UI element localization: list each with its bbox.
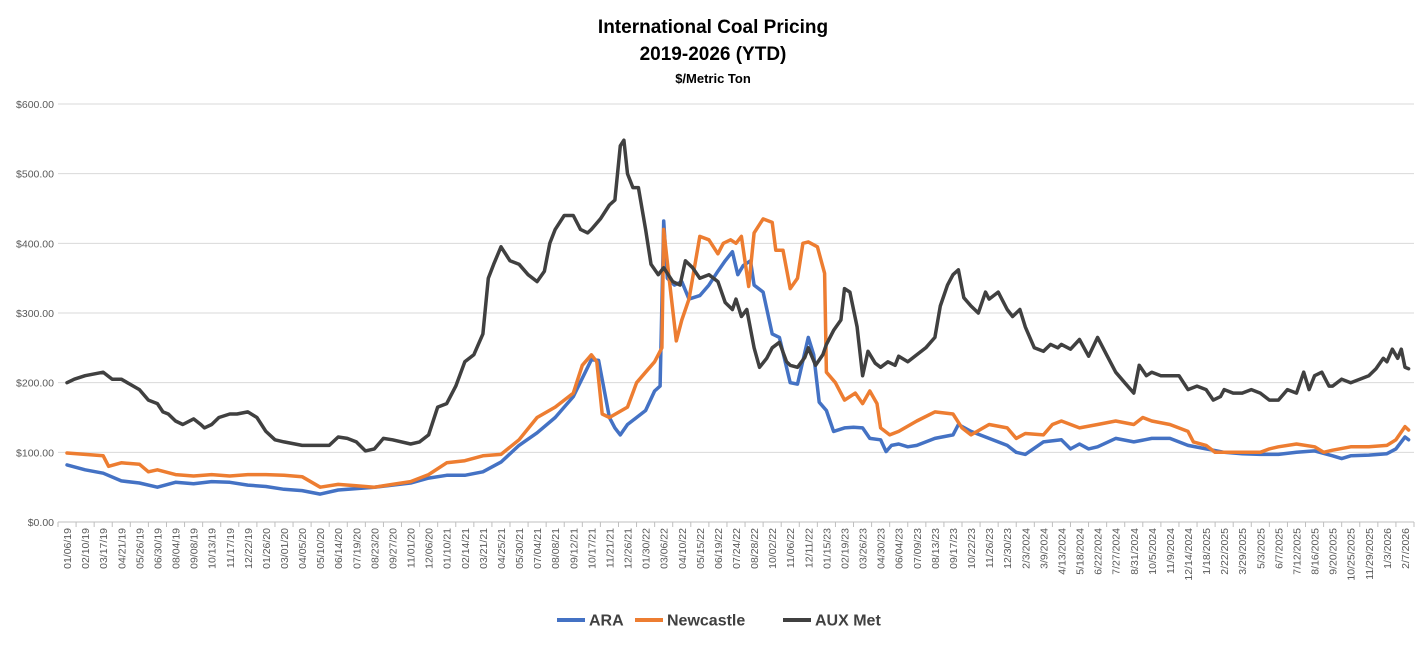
x-tick-label: 6/22/2024 [1093,528,1105,575]
x-tick-label: 07/24/22 [731,528,743,569]
x-tick-label: 01/26/20 [261,528,273,569]
x-tick-label: 10/17/21 [586,528,598,569]
y-tick-label: $300.00 [16,308,54,320]
x-tick-label: 09/12/21 [568,528,580,569]
x-tick-label: 03/26/23 [858,528,870,569]
x-tick-label: 10/25/2025 [1346,528,1358,581]
x-tick-label: 7/27/2024 [1111,528,1123,575]
legend-label-ara: ARA [589,613,624,630]
x-tick-label: 08/28/22 [749,528,761,569]
x-tick-label: 11/9/2024 [1165,528,1177,574]
x-tick-label: 07/09/23 [912,528,924,569]
x-tick-label: 8/31/2024 [1129,528,1141,575]
x-tick-label: 6/7/2025 [1273,528,1285,569]
y-axis: $0.00 $100.00 $200.00 $300.00 $400.00 $500.00… [16,99,54,529]
x-tick-label: 04/10/22 [677,528,689,569]
x-tick-label: 07/19/20 [351,528,363,569]
x-tick-label: 06/14/20 [333,528,345,569]
x-tick-label: 12/30/23 [1002,528,1014,569]
x-tick-label: 05/15/22 [695,528,707,569]
x-tick-label: 08/23/20 [369,528,381,569]
x-tick-label: 9/20/2025 [1328,528,1340,575]
x-tick-label: 05/26/19 [134,528,146,569]
x-tick-label: 3/29/2025 [1237,528,1249,575]
x-tick-label: 2/3/2024 [1020,528,1032,569]
x-tick-label: 05/10/20 [315,528,327,569]
x-tick-label: 11/29/2025 [1364,528,1376,580]
gridlines [58,103,1414,523]
x-tick-label: 10/13/19 [207,528,219,569]
x-tick-label: 10/22/23 [966,528,978,569]
y-tick-label: $400.00 [16,238,54,250]
x-tick-label: 7/12/2025 [1291,528,1303,575]
x-tick-label: 12/26/21 [623,528,635,569]
x-tick-label: 02/19/23 [839,528,851,569]
x-tick-label: 03/17/19 [98,528,110,569]
x-tick-label: 01/15/23 [821,528,833,569]
x-tick-label: 01/30/22 [641,528,653,569]
x-tick-label: 5/3/2025 [1255,528,1267,569]
x-tick-label: 03/21/21 [478,528,490,569]
x-tick-label: 01/06/19 [62,528,74,569]
series-line-newcastle [65,217,1411,489]
x-axis: 01/06/19 02/10/19 03/17/19 04/21/19 05/26/19… [57,522,1415,581]
x-tick-label: 10/02/22 [767,528,779,569]
x-tick-label: 1/3/2026 [1382,528,1394,569]
chart-unit-label: $/Metric Ton [675,71,751,86]
x-tick-label: 03/01/20 [279,528,291,569]
x-tick-label: 5/18/2024 [1075,528,1087,575]
x-tick-label: 04/25/21 [496,528,508,569]
x-tick-label: 11/06/22 [785,528,797,568]
x-tick-label: 09/17/23 [948,528,960,569]
x-tick-label: 06/19/22 [713,528,725,569]
y-tick-label: $100.00 [16,447,54,459]
x-tick-label: 8/16/2025 [1310,528,1322,575]
x-tick-label: 12/22/19 [243,528,255,569]
x-tick-label: 02/10/19 [80,528,92,569]
y-tick-label: $500.00 [16,169,54,181]
x-tick-label: 2/22/2025 [1219,528,1231,575]
x-tick-label: 11/21/21 [604,528,616,568]
chart-subtitle: 2019-2026 (YTD) [640,44,787,65]
x-tick-label: 04/05/20 [297,528,309,569]
x-tick-label: 12/06/20 [424,528,436,569]
legend-label-aux-met: AUX Met [815,613,881,630]
legend-label-newcastle: Newcastle [667,613,745,630]
x-tick-label: 10/5/2024 [1147,528,1159,575]
x-tick-label: 08/08/21 [550,528,562,569]
y-tick-label: $200.00 [16,378,54,390]
x-tick-label: 04/21/19 [116,528,128,569]
x-tick-label: 06/30/19 [152,528,164,569]
x-tick-label: 07/04/21 [532,528,544,569]
x-tick-label: 08/13/23 [930,528,942,569]
x-tick-label: 03/06/22 [659,528,671,569]
x-tick-label: 09/27/20 [387,528,399,569]
x-tick-label: 04/30/23 [876,528,888,569]
x-tick-label: 3/9/2024 [1038,528,1050,569]
x-tick-label: 11/26/23 [984,528,996,568]
x-tick-label: 4/13/2024 [1056,528,1068,575]
x-tick-label: 11/01/20 [406,528,418,568]
x-tick-label: 01/10/21 [442,528,454,569]
chart-title: International Coal Pricing [598,17,828,38]
x-tick-label: 12/14/2024 [1183,528,1195,581]
x-tick-label: 2/7/2026 [1400,528,1412,569]
y-tick-label: $0.00 [28,517,54,529]
x-tick-label: 1/18/2025 [1201,528,1213,575]
x-tick-label: 05/30/21 [514,528,526,569]
x-tick-label: 06/04/23 [894,528,906,569]
x-tick-label: 12/11/22 [803,528,815,568]
series-line-aux-met [65,138,1411,453]
x-tick-label: 08/04/19 [171,528,183,569]
x-tick-label: 11/17/19 [225,528,237,568]
y-tick-label: $600.00 [16,99,54,111]
legend: ARA Newcastle AUX Met [557,613,881,630]
x-tick-label: 02/14/21 [460,528,472,569]
x-tick-label: 09/08/19 [189,528,201,569]
series-lines [65,138,1411,496]
